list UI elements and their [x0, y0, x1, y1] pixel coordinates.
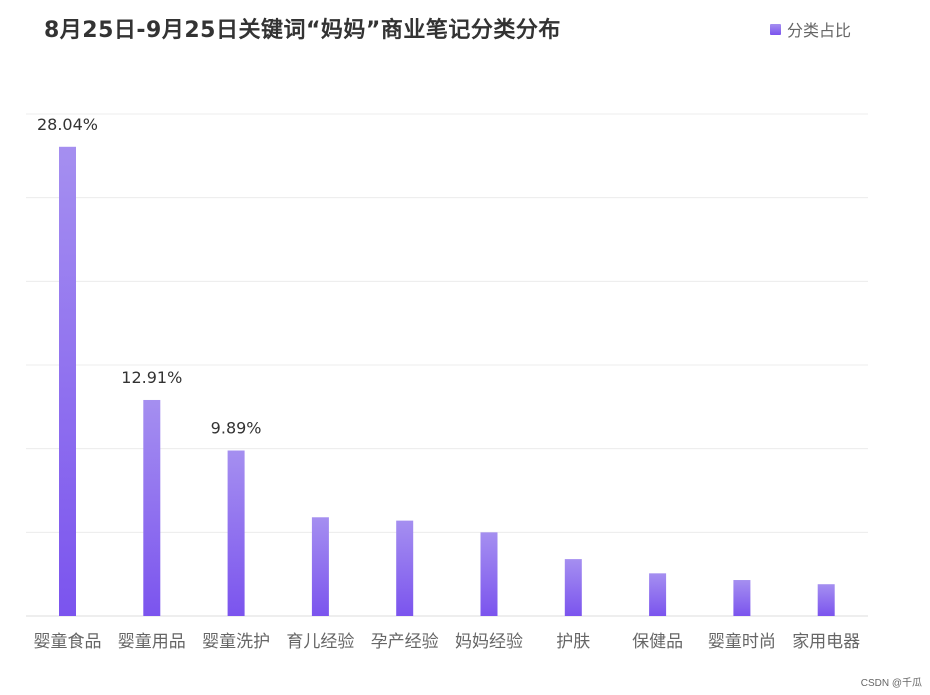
watermark: CSDN @千瓜	[860, 678, 922, 689]
bar[interactable]	[143, 399, 161, 616]
bar[interactable]	[59, 146, 76, 616]
chart-title: 8月25日-9月25日关键词“妈妈”商业笔记分类分布	[44, 18, 561, 43]
legend[interactable]: 分类占比	[770, 17, 851, 41]
legend-swatch	[770, 23, 781, 35]
x-tick-label: 家用电器	[792, 632, 860, 652]
x-tick-label: 孕产经验	[371, 632, 439, 652]
x-tick-label: 育儿经验	[286, 632, 354, 652]
x-tick-label: 妈妈经验	[455, 632, 523, 652]
bar[interactable]	[564, 559, 582, 616]
data-label: 12.91%	[121, 368, 182, 387]
data-label: 28.04%	[37, 115, 98, 134]
x-axis-tick-labels: 婴童食品 婴童用品 婴童洗护 育儿经验 孕产经验 妈妈经验 护肤 保健品 婴童时尚 家用电器	[34, 632, 861, 652]
grid-lines	[26, 113, 868, 617]
x-tick-label: 保健品	[632, 632, 683, 652]
x-tick-label: 婴童洗护	[202, 632, 270, 652]
legend-label: 分类占比	[787, 21, 852, 40]
x-tick-label: 婴童时尚	[708, 632, 776, 652]
x-tick-label: 护肤	[556, 632, 590, 652]
data-labels: 28.04% 12.91% 9.89%	[37, 115, 262, 438]
bar[interactable]	[396, 520, 414, 616]
x-tick-label: 婴童食品	[34, 632, 102, 652]
bar[interactable]	[480, 532, 498, 616]
bar[interactable]	[817, 584, 835, 616]
bar[interactable]	[733, 580, 751, 616]
bar[interactable]	[311, 517, 329, 616]
data-label: 9.89%	[211, 419, 262, 438]
bars	[59, 146, 835, 616]
bar[interactable]	[227, 450, 245, 616]
bar[interactable]	[649, 573, 667, 616]
x-tick-label: 婴童用品	[118, 632, 186, 652]
